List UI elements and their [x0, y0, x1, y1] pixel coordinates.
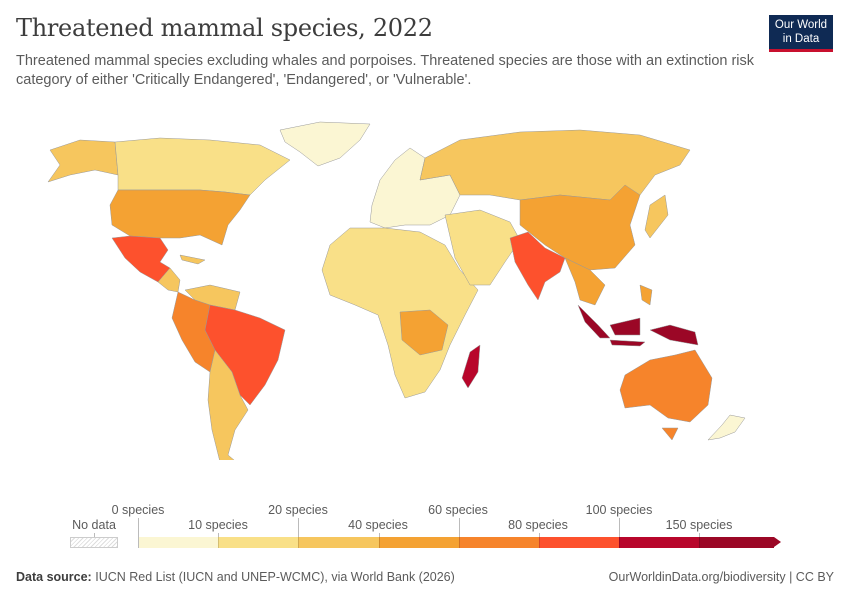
- legend-bin-100-150[interactable]: [619, 537, 700, 548]
- legend-bin-60-80[interactable]: [458, 537, 539, 548]
- legend-tick: [94, 533, 95, 539]
- legend-bin-40-60[interactable]: [378, 537, 459, 548]
- region-central-america[interactable]: [157, 254, 206, 293]
- legend-no-data-swatch: [70, 537, 118, 548]
- world-map: [47, 121, 746, 460]
- region-central-africa[interactable]: [399, 309, 449, 356]
- legend-bin-0-10[interactable]: [138, 537, 219, 548]
- region-australia[interactable]: [619, 349, 713, 441]
- logo-line-2: in Data: [782, 33, 820, 45]
- chart-title: Threatened mammal species, 2022: [16, 14, 433, 42]
- legend-label-40: 40 species: [348, 518, 408, 532]
- region-new-zealand[interactable]: [707, 414, 746, 441]
- region-china[interactable]: [519, 184, 641, 271]
- region-madagascar[interactable]: [461, 344, 481, 389]
- legend-bin-20-40[interactable]: [298, 537, 379, 548]
- region-india[interactable]: [509, 231, 566, 301]
- map-legend: No data 0 species 20 species 60 species …: [0, 500, 850, 550]
- legend-no-data-label: No data: [72, 518, 116, 532]
- legend-tick: [619, 518, 621, 537]
- region-japan[interactable]: [644, 194, 669, 239]
- region-southern-cone[interactable]: [207, 349, 249, 460]
- legend-tick: [378, 533, 380, 537]
- legend-tick: [539, 533, 540, 537]
- legend-bin-80-100[interactable]: [539, 537, 620, 548]
- legend-label-10: 10 species: [188, 518, 248, 532]
- region-brazil[interactable]: [204, 304, 286, 406]
- legend-label-100: 100 species: [585, 503, 653, 517]
- legend-tick: [138, 518, 139, 537]
- source-label: Data source:: [16, 570, 92, 584]
- region-middle-east[interactable]: [444, 209, 521, 286]
- logo-line-1: Our World: [774, 19, 828, 31]
- chart-subtitle: Threatened mammal species excluding whal…: [16, 53, 755, 88]
- region-mexico[interactable]: [111, 235, 171, 283]
- legend-arrow: [773, 537, 781, 547]
- footer-url[interactable]: OurWorldinData.org/biodiversity | CC BY: [608, 570, 834, 584]
- region-usa[interactable]: [109, 189, 251, 246]
- region-russia[interactable]: [419, 129, 691, 201]
- region-greenland[interactable]: [279, 121, 371, 167]
- legend-label-60: 60 species: [428, 503, 488, 517]
- legend-tick: [458, 518, 460, 537]
- legend-label-20: 20 species: [268, 503, 328, 517]
- region-southeast-asia[interactable]: [564, 257, 653, 306]
- legend-label-80: 80 species: [508, 518, 568, 532]
- legend-bin-10-20[interactable]: [218, 537, 299, 548]
- legend-label-0: 0 species: [111, 503, 165, 517]
- footer-source: Data source: IUCN Red List (IUCN and UNE…: [16, 570, 455, 584]
- legend-bin-150+[interactable]: [699, 537, 774, 548]
- legend-tick: [218, 533, 220, 537]
- region-indonesia[interactable]: [577, 304, 699, 347]
- legend-tick: [699, 533, 701, 537]
- legend-tick: [298, 518, 300, 537]
- region-canada[interactable]: [114, 137, 291, 196]
- legend-label-150: 150 species: [665, 518, 733, 532]
- owid-logo[interactable]: Our World in Data: [769, 15, 833, 52]
- source-text[interactable]: IUCN Red List (IUCN and UNEP-WCMC), via …: [95, 570, 455, 584]
- region-alaska[interactable]: [47, 139, 119, 183]
